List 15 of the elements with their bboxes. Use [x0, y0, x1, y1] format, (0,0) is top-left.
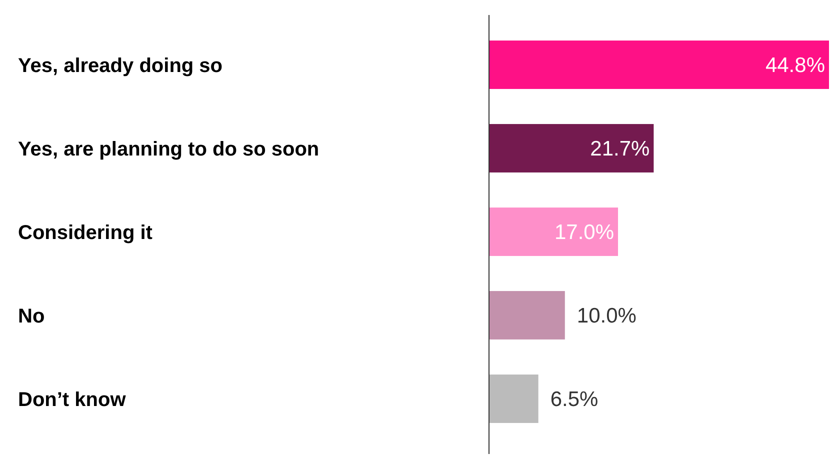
data-label: 21.7% [590, 138, 650, 161]
y-tick-label: Yes, already doing so [18, 54, 223, 77]
y-tick-label: No [18, 305, 45, 328]
bar [489, 208, 618, 256]
bar [489, 40, 829, 89]
bar [489, 291, 565, 340]
y-tick-label: Considering it [18, 222, 153, 244]
data-label: 10.0% [576, 304, 636, 328]
data-label: 44.8% [765, 54, 825, 78]
bar [489, 124, 654, 172]
y-tick-label: Don’t know [18, 388, 126, 411]
data-label: 17.0% [554, 221, 614, 244]
bar [489, 374, 538, 423]
y-tick-label: Yes, are planning to do so soon [18, 138, 320, 160]
data-label: 6.5% [550, 388, 598, 412]
